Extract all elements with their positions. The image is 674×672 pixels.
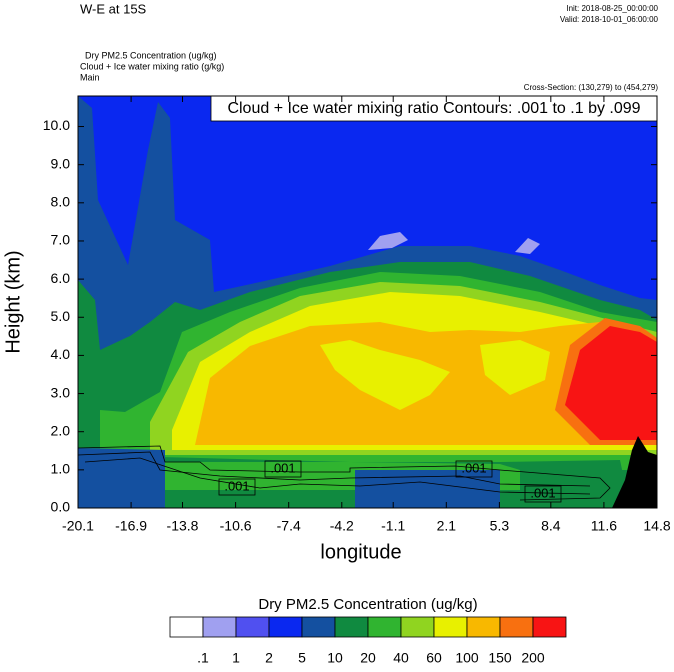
contour-label: .001 [224,478,249,493]
y-tick-label: 8.0 [51,194,71,210]
colorbar-box [499,616,534,638]
x-tick-label: -13.8 [167,518,199,534]
x-tick-label: 8.4 [541,518,561,534]
x-axis-title: longitude [320,541,401,563]
init-time: Init: 2018-08-25_00:00:00 [566,4,658,13]
fill-level [480,340,550,395]
colorbar-box [235,616,270,638]
colorbar-box [301,616,336,638]
colorbar-box [433,616,468,638]
contour-label-box [524,485,562,503]
fill-level [355,470,500,508]
terrain [612,436,657,508]
x-tick-label: -1.1 [381,518,405,534]
field-name: Dry PM2.5 Concentration (ug/kg) [85,50,217,60]
x-tick-label: 2.1 [437,518,457,534]
contour-label-box [264,460,302,478]
colorbar-label: 150 [488,650,512,666]
fill-level [565,326,657,440]
contour-label-box [218,478,256,496]
y-tick-label: 1.0 [51,461,71,477]
field-name: Cloud + Ice water mixing ratio (g/kg) [80,61,224,71]
colorbar-box [268,616,303,638]
x-tick-label: -20.1 [62,518,94,534]
colorbar-label: 2 [265,650,273,666]
y-tick-label: 6.0 [51,270,71,286]
y-tick-label: 3.0 [51,384,71,400]
colorbar-box [169,616,204,638]
fill-level [78,448,165,508]
x-tick-label: 5.3 [490,518,510,534]
colorbar-label: 200 [521,650,545,666]
fill-level [320,340,450,410]
colorbar-box [367,616,402,638]
chart-title: W-E at 15S [80,1,147,16]
x-tick-label: -16.9 [115,518,147,534]
colorbar-label: 40 [393,650,409,666]
colorbar-box [400,616,435,638]
colorbar-label: 60 [426,650,442,666]
colorbar-label: 10 [327,650,343,666]
colorbar-title: Dry PM2.5 Concentration (ug/kg) [258,596,477,613]
x-tick-label: 14.8 [643,518,670,534]
y-tick-label: 9.0 [51,155,71,171]
cross-section: Cross-Section: (130,279) to (454,279) [524,83,659,92]
contour-label: .001 [461,460,486,475]
plot-frame [77,95,658,509]
x-tick-label: -7.4 [277,518,301,534]
contour-label-box [455,460,493,478]
colorbar-label: 100 [455,650,479,666]
colorbar-box [202,616,237,638]
valid-time: Valid: 2018-10-01_06:00:00 [560,15,659,24]
y-tick-label: 4.0 [51,346,71,362]
colorbar-label: 20 [360,650,376,666]
x-tick-label: 11.6 [591,518,617,534]
colorbar-label: 5 [298,650,306,666]
colorbar-label: .1 [197,650,209,666]
y-tick-label: 2.0 [51,422,71,438]
contour-info: Cloud + Ice water mixing ratio Contours:… [227,100,640,117]
fill-level [515,238,540,254]
y-axis-title: Height (km) [2,250,24,353]
y-tick-label: 5.0 [51,308,71,324]
x-tick-label: -10.6 [220,518,252,534]
fill-level [368,232,408,250]
contour-field [77,96,657,508]
y-tick-label: 10.0 [43,117,70,133]
contour-lines [77,445,611,501]
contour-label: .001 [530,485,555,500]
colorbar-box [466,616,501,638]
colorbar-label: 1 [232,650,240,666]
colorbar-box [532,616,567,638]
contour-label-boxes: .001 .001 .001 .001 [218,460,562,503]
x-tick-label: -4.2 [330,518,354,534]
y-tick-label: 0.0 [51,499,71,515]
contour-label: .001 [270,460,295,475]
field-name: Main [80,72,100,82]
y-tick-label: 7.0 [51,232,71,248]
colorbar-box [334,616,369,638]
